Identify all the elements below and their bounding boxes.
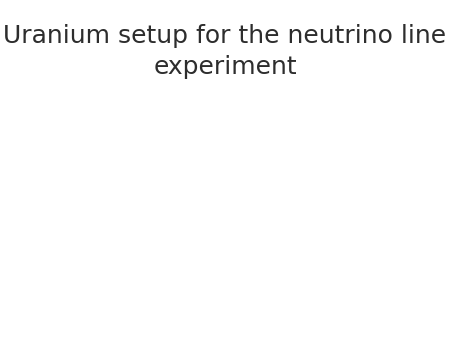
Text: Uranium setup for the neutrino line
experiment: Uranium setup for the neutrino line expe…: [4, 24, 446, 79]
